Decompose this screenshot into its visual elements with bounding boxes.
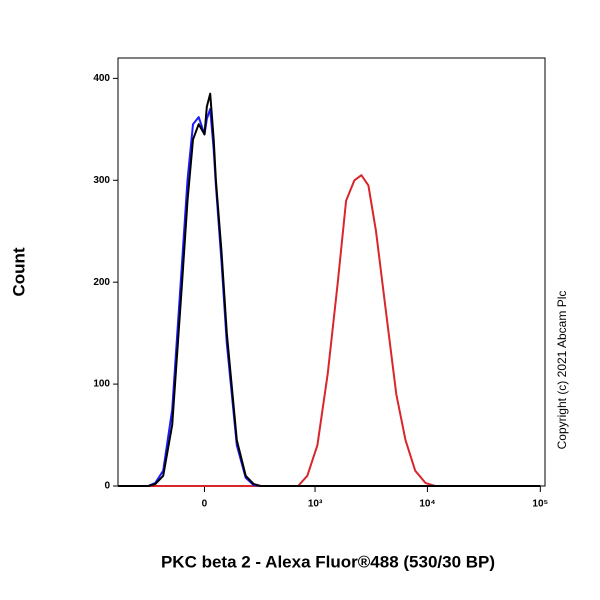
y-tick-label: 100 [93, 379, 110, 390]
histogram-line [118, 92, 541, 487]
x-tick-label: 10⁴ [419, 499, 435, 510]
x-tick-label: 0 [202, 499, 208, 510]
y-tick-label: 200 [93, 277, 110, 288]
histogram-line [118, 174, 541, 487]
x-tick-label: 10³ [308, 499, 323, 510]
x-axis-label: PKC beta 2 - Alexa Fluor®488 (530/30 BP) [161, 552, 495, 571]
x-tick-label: 10⁵ [532, 499, 548, 510]
y-tick-label: 0 [104, 481, 110, 492]
y-tick-label: 400 [93, 73, 110, 84]
y-tick-label: 300 [93, 175, 110, 186]
copyright: Copyright (c) 2021 Abcam Plc [555, 291, 569, 450]
y-axis-label: Count [9, 247, 28, 296]
